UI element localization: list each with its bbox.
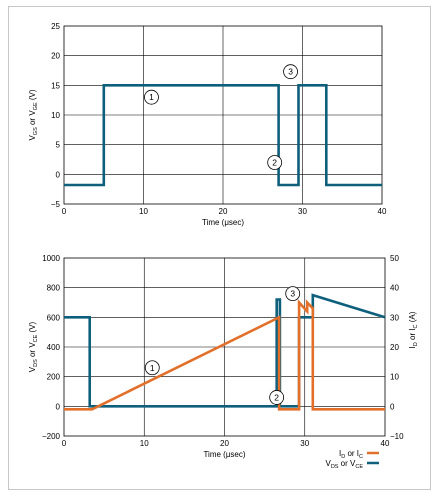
x-axis-label-2: Time (μsec) [203, 450, 245, 459]
legend-2: ID or IC VDS or VCE [325, 449, 379, 470]
y-tick-label: 15 [51, 81, 60, 90]
x-tick-label: 30 [298, 207, 307, 216]
annotation-label: 2 [272, 157, 277, 167]
y2-tick-label: 30 [390, 313, 399, 322]
y-tick-label: 0 [56, 402, 61, 411]
y-axis-label-2: VDS or VCE (V) [28, 321, 39, 372]
x-tick-label: 30 [300, 439, 309, 448]
y-tick-label: 800 [47, 284, 61, 293]
x-axis-label-1: Time (μsec) [202, 218, 244, 227]
y-tick-label: 20 [51, 52, 60, 61]
annotation-label: 2 [274, 392, 279, 402]
annotations-1: 1 2 3 [144, 64, 298, 170]
y-tick-label: −200 [42, 432, 61, 441]
y-ticks-2: −200 0 200 400 600 800 1000 [42, 254, 61, 441]
annotation-marker [144, 360, 160, 376]
y2-tick-label: 20 [390, 343, 399, 352]
x-tick-label: 40 [378, 207, 387, 216]
annotation-marker [283, 64, 298, 80]
y2-ticks-2: −10 0 10 20 30 40 50 [390, 254, 404, 441]
y-tick-label: −5 [51, 200, 61, 209]
grid-1 [64, 26, 382, 204]
y2-tick-label: 10 [390, 373, 399, 382]
annotation-marker [285, 286, 301, 302]
legend-label-voltage: VDS or VCE [325, 459, 363, 470]
annotation-label: 1 [149, 92, 154, 102]
annotation-label: 1 [150, 363, 155, 373]
y-tick-label: 600 [47, 313, 61, 322]
legend-label-current: ID or IC [339, 449, 363, 460]
y-tick-label: 0 [56, 170, 61, 179]
x-tick-label: 20 [220, 439, 229, 448]
series-1 [64, 84, 382, 187]
y-ticks-1: −5 0 5 10 15 20 25 [51, 22, 61, 209]
annotation-label: 3 [290, 289, 295, 299]
x-tick-label: 10 [139, 207, 148, 216]
y-tick-label: 10 [51, 111, 60, 120]
x-tick-label: 0 [62, 439, 67, 448]
series-line-current [64, 299, 385, 411]
y-tick-label: 200 [47, 373, 61, 382]
annotation-marker [144, 89, 159, 105]
series-line-gate-voltage [64, 84, 382, 187]
y2-tick-label: −10 [390, 432, 404, 441]
x-tick-label: 10 [140, 439, 149, 448]
annotation-label: 3 [288, 67, 293, 77]
annotations-2: 1 2 3 [144, 286, 301, 405]
y2-tick-label: 50 [390, 254, 399, 263]
x-tick-label: 20 [219, 207, 228, 216]
annotation-marker [269, 390, 285, 405]
x-ticks-2: 0 10 20 30 40 [62, 439, 390, 448]
series-2 [64, 293, 386, 411]
y2-tick-label: 40 [390, 284, 399, 293]
y-tick-label: 5 [56, 141, 61, 150]
figure-frame [8, 6, 431, 490]
x-tick-label: 40 [381, 439, 390, 448]
y2-tick-label: 0 [390, 402, 395, 411]
x-ticks-1: 0 10 20 30 40 [62, 207, 387, 216]
y2-axis-label-2: ID or IC (A) [408, 311, 419, 348]
y-tick-label: 1000 [42, 254, 60, 263]
x-tick-label: 0 [62, 207, 67, 216]
y-axis-label-1: VGS or VGE (V) [28, 89, 39, 140]
y-tick-label: 25 [51, 22, 60, 31]
annotation-marker [267, 155, 283, 170]
y-tick-label: 400 [47, 343, 61, 352]
